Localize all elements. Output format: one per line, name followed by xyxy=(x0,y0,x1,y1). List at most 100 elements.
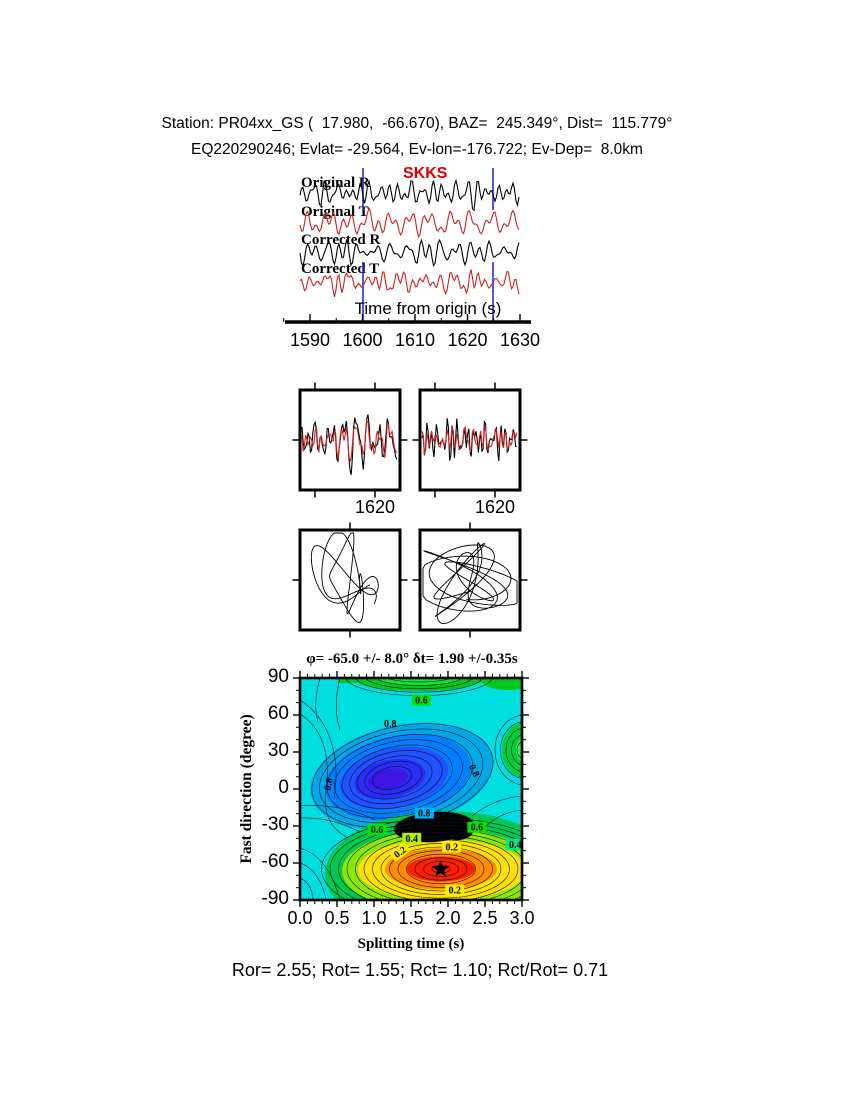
g-shape xyxy=(422,542,518,625)
g-shape xyxy=(301,414,398,475)
contour-level-text: 0.8 xyxy=(384,719,397,730)
phase-label: SKKS xyxy=(403,165,448,182)
ellipse-shape xyxy=(372,766,412,790)
contour-x-axis-label: Splitting time (s) xyxy=(357,936,465,952)
seismogram-trace xyxy=(299,206,520,239)
contour-line xyxy=(300,805,376,821)
fast-trace xyxy=(421,418,517,462)
particle-motion-curve xyxy=(310,532,379,623)
seismogram-trace xyxy=(299,238,520,268)
contour-ytick-label: -90 xyxy=(261,888,289,909)
trace-label-corrected-t: Corrected T xyxy=(301,261,380,277)
contour-level-text: 0.8 xyxy=(418,809,431,820)
contour-level-label: 0.6 xyxy=(411,694,431,707)
contour-line xyxy=(335,678,341,731)
contour-level-label: 0.8 xyxy=(322,777,335,792)
ellipse-shape xyxy=(414,857,468,881)
seismogram-trace xyxy=(299,269,520,298)
contour-level-text: 0.6 xyxy=(415,696,428,707)
ellipse-shape xyxy=(311,723,494,828)
contour-ytick-label: 60 xyxy=(267,703,289,724)
g-shape xyxy=(310,532,379,623)
particle-motion-panel xyxy=(292,522,408,638)
contour-xtick-label: 1.5 xyxy=(398,908,424,928)
ellipse-shape xyxy=(516,741,522,759)
ellipse-shape xyxy=(516,738,522,762)
g-shape xyxy=(421,418,518,462)
rect-shape xyxy=(420,390,520,490)
contour-level-label: 0.2 xyxy=(445,884,465,897)
waveform-compare-panel xyxy=(292,382,408,498)
contour-level-text: 0.6 xyxy=(471,823,484,834)
ellipse-shape xyxy=(482,678,522,690)
contour-ytick-label: -60 xyxy=(261,851,289,872)
contour-line xyxy=(300,847,341,900)
contour-line xyxy=(300,699,337,799)
rect-shape xyxy=(367,824,387,836)
contour-level-text: 0.8 xyxy=(466,763,481,779)
contour-ytick-label: -30 xyxy=(261,814,289,835)
trace-label-original-t: Original T xyxy=(301,204,369,220)
contour-line xyxy=(300,713,349,839)
contour-line xyxy=(300,862,327,900)
contour-fill-area: 0.60.80.80.80.80.6 0.60.40.2 0.2 0.40.2 xyxy=(300,678,522,900)
rect-shape xyxy=(414,807,434,819)
contour-line xyxy=(300,817,361,833)
slow-trace xyxy=(301,419,398,462)
ellipse-shape xyxy=(338,825,522,900)
rect-shape xyxy=(505,839,522,850)
ellipse-shape xyxy=(494,714,522,786)
contour-level-label: 0.8 xyxy=(384,719,397,730)
time-tick-label: 1620 xyxy=(447,330,488,350)
panel-tick-label-left: 1620 xyxy=(354,497,396,517)
ellipse-shape xyxy=(386,678,452,683)
time-tick-label: 1610 xyxy=(394,330,436,350)
time-tick-label: 1600 xyxy=(342,330,383,350)
best-solution-star xyxy=(431,859,450,877)
ellipse-shape xyxy=(397,850,485,888)
waveform-compare-panel xyxy=(412,382,528,498)
time-tick-label: 1630 xyxy=(499,330,541,350)
rect-shape xyxy=(442,841,462,853)
rect-shape xyxy=(467,821,487,833)
contour-level-label: 0.4 xyxy=(505,839,522,851)
contour-ytick-label: 0 xyxy=(278,777,289,798)
panel-tick-label-right: 1620 xyxy=(474,497,516,517)
contour-level-text: 0.2 xyxy=(448,886,461,897)
contour-plot: 0.60.80.80.80.80.6 0.60.40.2 0.2 0.40.2 xyxy=(293,671,529,907)
station-header: Station: PR04xx_GS ( 17.980, -66.670), B… xyxy=(161,115,673,132)
contour-line xyxy=(300,877,314,900)
contour-xtick-label: 2.0 xyxy=(435,908,461,928)
rect-shape xyxy=(388,841,411,862)
contour-level-text: 0.8 xyxy=(322,777,335,792)
ellipse-shape xyxy=(406,853,476,885)
contour-level-text: 0.4 xyxy=(509,840,522,851)
contour-level-label: 0.6 xyxy=(367,824,387,836)
ellipse-shape xyxy=(368,768,408,790)
ellipse-shape xyxy=(365,678,473,690)
ellipse-shape xyxy=(329,821,522,900)
contour-level-text: 0.4 xyxy=(405,834,418,845)
contour-xtick-label: 1.0 xyxy=(361,908,387,928)
ellipse-shape xyxy=(346,828,522,900)
contour-ytick-label: 30 xyxy=(267,740,289,761)
ellipse-shape xyxy=(372,839,510,899)
rect-shape xyxy=(411,694,431,706)
contour-xtick-label: 0.0 xyxy=(287,908,313,928)
ellipse-shape xyxy=(505,727,522,773)
ellipse-shape xyxy=(326,734,473,819)
contour-level-text: 0.6 xyxy=(371,825,384,836)
contour-line xyxy=(315,678,321,723)
seismogram-figure xyxy=(283,168,531,324)
rect-shape xyxy=(402,832,422,844)
ellipse-shape xyxy=(375,678,463,686)
ellipse-shape xyxy=(355,678,483,693)
rect-shape xyxy=(300,390,400,490)
contour-xtick-label: 0.5 xyxy=(324,908,350,928)
contour-title: φ= -65.0 +/- 8.0° δt= 1.90 +/-0.35s xyxy=(306,651,518,667)
ellipse-shape xyxy=(356,755,433,800)
ellipse-shape xyxy=(389,846,493,892)
footer-stats: Ror= 2.55; Rot= 1.55; Rct= 1.10; Rct/Rot… xyxy=(231,960,609,980)
contour-level-label: 0.4 xyxy=(402,832,422,845)
